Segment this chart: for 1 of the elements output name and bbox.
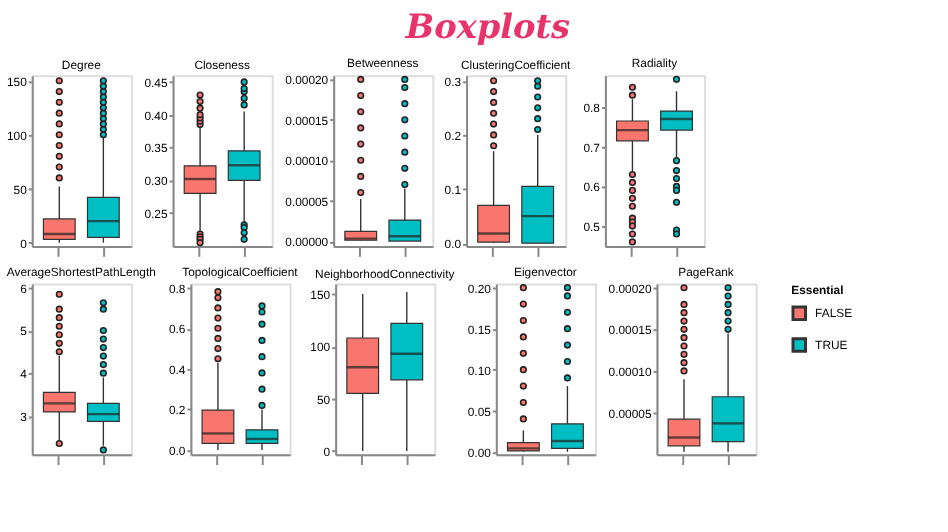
text: Boxplots [403, 5, 572, 46]
